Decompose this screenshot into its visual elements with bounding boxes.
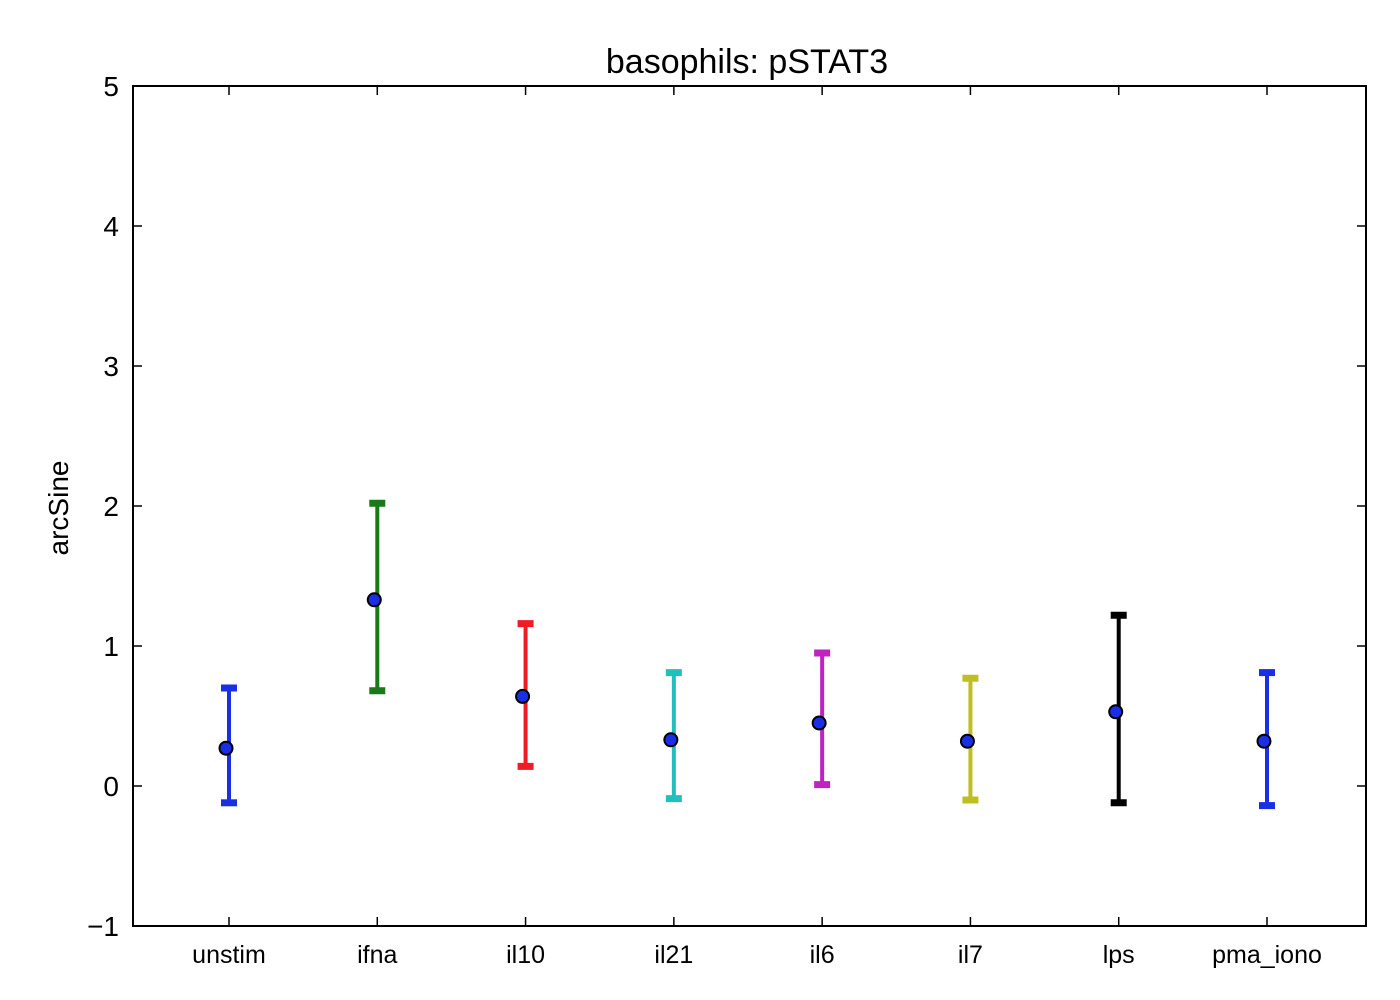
data-point-pma_iono	[1256, 733, 1272, 749]
x-tick-label: unstim	[192, 941, 266, 969]
data-point-ifna	[366, 592, 382, 608]
x-tick-label: lps	[1103, 941, 1135, 969]
x-tick-label: ifna	[357, 941, 397, 969]
y-tick-label: 0	[103, 771, 119, 802]
x-tick-label: pma_iono	[1212, 941, 1322, 969]
y-tick-label: 5	[103, 71, 119, 102]
plot-frame	[132, 85, 1367, 927]
data-point-lps	[1108, 704, 1124, 720]
y-axis-label: arcSine	[43, 461, 74, 556]
x-tick-label: il21	[654, 941, 693, 969]
x-tick-label: il6	[810, 941, 835, 969]
y-tick-label: 3	[103, 351, 119, 382]
data-point-il10	[515, 688, 531, 704]
y-tick-label: 1	[103, 631, 119, 662]
y-tick-label: −1	[87, 911, 119, 942]
y-tick-label: 2	[103, 491, 119, 522]
data-point-il21	[663, 732, 679, 748]
y-tick-label: 4	[103, 211, 119, 242]
data-point-il6	[811, 715, 827, 731]
data-marks	[218, 499, 1275, 810]
axes: −1 0 1 2 3 4 5 unstim ifna il10 il21 il6 il7 lps pma_i…	[87, 71, 1367, 969]
chart-title: basophils: pSTAT3	[606, 43, 888, 81]
x-tick-label: il10	[506, 941, 545, 969]
data-point-unstim	[218, 740, 234, 756]
data-point-il7	[959, 733, 975, 749]
x-tick-label: il7	[958, 941, 983, 969]
